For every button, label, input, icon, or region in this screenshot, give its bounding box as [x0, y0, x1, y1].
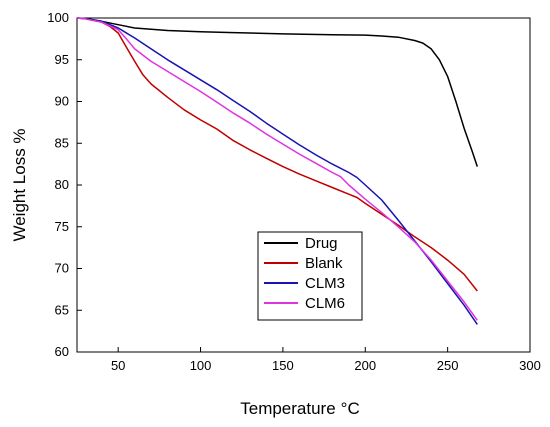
y-tick-label: 70	[55, 261, 69, 276]
x-tick-label: 150	[272, 358, 294, 373]
legend-label-clm6: CLM6	[305, 295, 345, 312]
y-tick-label: 75	[55, 219, 69, 234]
legend-label-blank: Blank	[305, 255, 343, 272]
x-tick-label: 300	[519, 358, 541, 373]
x-tick-label: 250	[437, 358, 459, 373]
series-line-drug	[76, 17, 479, 167]
series-line-clm6	[76, 17, 478, 321]
y-tick-label: 100	[47, 10, 69, 25]
x-axis-title-unit: °C	[341, 399, 360, 418]
x-tick-label: 50	[111, 358, 125, 373]
series-lines	[76, 17, 479, 325]
series-line-clm3	[76, 17, 478, 325]
y-axis-title: Weight Loss %	[10, 128, 29, 241]
y-tick-label: 85	[55, 135, 69, 150]
legend-box	[257, 231, 363, 321]
legend-label-drug: Drug	[305, 235, 338, 252]
axis-ticks: 50 100 150 200 250 300 60 65 70 75 80 85 90 95 100	[47, 10, 541, 373]
y-tick-label: 80	[55, 177, 69, 192]
x-axis-title: Temperature °C	[240, 399, 360, 418]
x-axis-title-text: Temperature	[240, 399, 335, 418]
legend-label-clm3: CLM3	[305, 275, 345, 292]
y-tick-label: 90	[55, 94, 69, 109]
y-tick-label: 95	[55, 52, 69, 67]
x-tick-label: 200	[354, 358, 376, 373]
y-tick-label: 65	[55, 302, 69, 317]
legend: Drug Blank CLM3 CLM6	[257, 231, 363, 321]
y-tick-label: 60	[55, 344, 69, 359]
series-line-blank	[76, 17, 478, 292]
x-tick-label: 100	[190, 358, 212, 373]
